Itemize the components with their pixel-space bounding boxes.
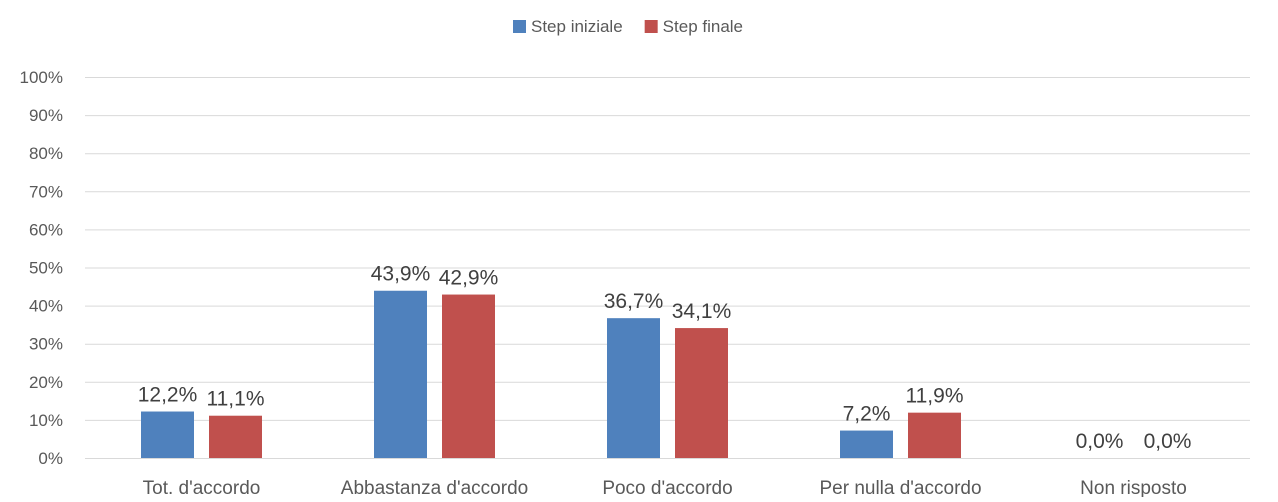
x-axis-tick-labels: Tot. d'accordo Abbastanza d'accordo Poco d… [143,478,1187,499]
x-tick-label: Abbastanza d'accordo [341,478,528,497]
y-tick-label: 30% [29,335,63,354]
y-tick-label: 40% [29,297,63,316]
y-tick-label: 10% [29,411,63,430]
y-tick-label: 50% [29,259,63,278]
x-tick-label: Non risposto [1080,478,1187,497]
bar-step-iniziale [840,430,893,458]
bar-step-finale [675,328,728,458]
data-label: 0,0% [1144,430,1192,453]
bars [141,290,961,458]
legend-swatch [644,20,658,33]
y-tick-label: 80% [29,144,63,163]
y-tick-label: 70% [29,182,63,201]
data-label: 0,0% [1076,430,1124,453]
y-tick-label: 20% [29,373,63,392]
data-label: 12,2% [138,384,198,407]
data-label: 34,1% [672,300,732,323]
data-label: 43,9% [371,263,431,286]
bar-step-iniziale [374,290,427,458]
legend-label: Step iniziale [531,17,623,36]
bar-step-iniziale [607,318,660,458]
y-axis-tick-labels: 0% 10% 20% 30% 40% 50% 60% 70% 80% 90% 100% [20,68,63,468]
legend-item-step-iniziale: Step iniziale [513,17,623,36]
bar-step-finale [442,294,495,458]
y-tick-label: 100% [20,68,63,87]
y-tick-label: 90% [29,106,63,125]
y-tick-label: 60% [29,220,63,239]
x-tick-label: Tot. d'accordo [143,478,261,497]
x-tick-label: Per nulla d'accordo [819,478,981,497]
data-label: 11,1% [207,388,265,411]
data-label: 42,9% [439,267,499,290]
data-labels: 12,2% 11,1% 43,9% 42,9% 36,7% 34,1% 7,2% 11,9% 0… [138,263,1192,453]
data-label: 11,9% [906,385,964,408]
y-tick-label: 0% [38,449,63,468]
gridlines [85,77,1250,459]
legend: Step iniziale Step finale [513,17,743,36]
data-label: 36,7% [604,290,664,313]
legend-swatch [513,20,526,33]
bar-step-iniziale [141,411,194,458]
x-tick-label: Poco d'accordo [602,478,732,497]
bar-step-finale [908,412,961,458]
bar-step-finale [209,415,262,458]
legend-label: Step finale [663,17,743,36]
legend-item-step-finale: Step finale [644,17,743,36]
data-label: 7,2% [843,403,891,426]
